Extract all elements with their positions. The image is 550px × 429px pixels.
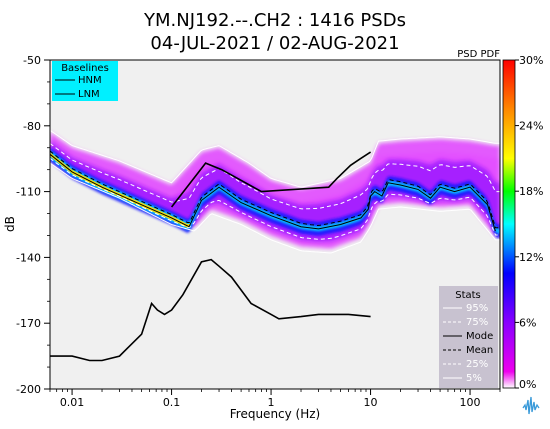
- x-tick-label: 1: [268, 396, 275, 409]
- stats-legend-5-label: 5%: [466, 373, 482, 384]
- stats-legend: Stats 95% 75% Mode Mean 25% 5%: [439, 286, 498, 388]
- stats-75-percentile-curve: [50, 143, 500, 210]
- y-tick-label: -110: [16, 186, 41, 199]
- plot-type-label: PSD PDF: [457, 49, 500, 60]
- colorbar-tick-label: 30%: [519, 54, 543, 67]
- colorbar-tick-label: 0%: [519, 378, 536, 391]
- x-axis-label: Frequency (Hz): [230, 407, 321, 421]
- colorbar-tick-label: 12%: [519, 251, 543, 264]
- lnm-baseline-curve: [50, 258, 371, 362]
- stats-mean-curve: [50, 150, 500, 229]
- baselines-legend: Baselines HNM LNM: [52, 61, 118, 101]
- stats-5-percentile-curve: [50, 162, 500, 254]
- y-tick-label: -200: [16, 383, 41, 396]
- x-tick-label: 100: [460, 396, 481, 409]
- waveform-icon: [522, 396, 540, 415]
- stats-mode-curve: [50, 153, 496, 232]
- axes-layer: 0.01 0.1 1 10 100 -200 -170 -140 -110 -80 -50: [16, 54, 501, 409]
- stats-95-percentile-curve: [50, 129, 500, 188]
- stats-legend-mode-label: Mode: [466, 331, 493, 342]
- baselines-legend-hnm-label: HNM: [78, 75, 102, 86]
- x-tick-label: 0.1: [163, 396, 181, 409]
- stats-legend-box: [439, 286, 498, 388]
- waveform-logo: [522, 396, 540, 415]
- x-tick-label: 10: [364, 396, 378, 409]
- y-tick-label: -140: [16, 251, 41, 264]
- chart-title-line1: YM.NJ192.--.CH2 : 1416 PSDs: [143, 10, 406, 31]
- stats-legend-mean-label: Mean: [466, 345, 493, 356]
- colorbar: [502, 59, 516, 389]
- y-axis-label: dB: [3, 216, 17, 232]
- chart-title-line2: 04-JUL-2021 / 02-AUG-2021: [150, 33, 399, 54]
- colorbar-ticks: 0% 6% 12% 18% 24% 30%: [515, 54, 543, 391]
- baselines-legend-title: Baselines: [61, 63, 109, 74]
- x-tick-label: 0.01: [60, 396, 85, 409]
- colorbar-tick-label: 24%: [519, 120, 543, 133]
- stats-25-percentile-curve: [50, 157, 500, 240]
- stats-legend-25-label: 25%: [466, 359, 488, 370]
- stats-legend-75-label: 75%: [466, 317, 488, 328]
- curves-layer: [50, 129, 500, 362]
- y-tick-label: -170: [16, 317, 41, 330]
- colorbar-tick-label: 18%: [519, 185, 543, 198]
- baselines-legend-lnm-label: LNM: [78, 89, 100, 100]
- hnm-baseline-curve: [170, 151, 372, 208]
- y-tick-label: -80: [23, 120, 41, 133]
- colorbar-tick-label: 6%: [519, 316, 536, 329]
- stats-legend-title: Stats: [455, 290, 481, 301]
- stats-legend-95-label: 95%: [466, 303, 488, 314]
- plot-frame: [49, 59, 501, 390]
- y-tick-label: -50: [23, 54, 41, 67]
